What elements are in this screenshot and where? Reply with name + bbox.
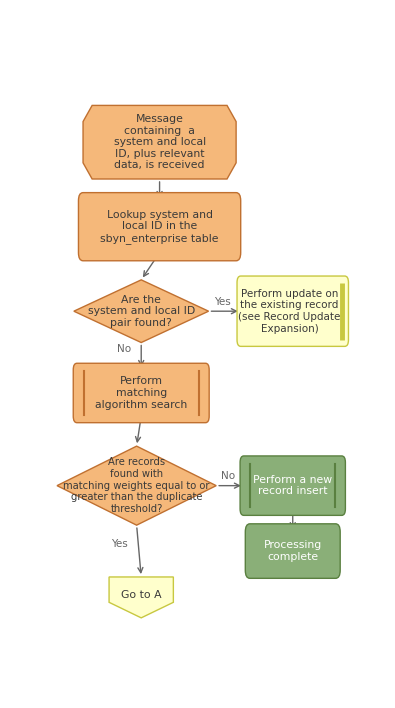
Text: Go to A: Go to A	[121, 590, 162, 600]
Text: Perform update on
the existing record
(see Record Update
Expansion): Perform update on the existing record (s…	[239, 289, 341, 333]
Polygon shape	[57, 446, 216, 525]
Text: Yes: Yes	[111, 539, 127, 549]
Text: No: No	[117, 344, 131, 354]
Text: Yes: Yes	[214, 297, 231, 307]
FancyBboxPatch shape	[79, 193, 241, 261]
FancyBboxPatch shape	[240, 456, 345, 515]
FancyBboxPatch shape	[245, 524, 340, 578]
Text: Processing
complete: Processing complete	[263, 540, 322, 562]
Text: Perform
matching
algorithm search: Perform matching algorithm search	[95, 377, 187, 409]
Polygon shape	[109, 577, 173, 618]
Polygon shape	[74, 280, 209, 343]
FancyBboxPatch shape	[237, 276, 348, 346]
Polygon shape	[83, 105, 236, 179]
FancyBboxPatch shape	[73, 363, 209, 423]
Text: Message
containing  a
system and local
ID, plus relevant
data, is received: Message containing a system and local ID…	[113, 114, 206, 171]
Text: Perform a new
record insert: Perform a new record insert	[253, 475, 332, 496]
Text: Lookup system and
local ID in the
sbyn_enterprise table: Lookup system and local ID in the sbyn_e…	[100, 210, 219, 244]
Text: Are records
found with
matching weights equal to or
greater than the duplicate
t: Are records found with matching weights …	[63, 457, 210, 514]
Text: Are the
system and local ID
pair found?: Are the system and local ID pair found?	[88, 295, 195, 328]
Text: No: No	[221, 471, 235, 481]
